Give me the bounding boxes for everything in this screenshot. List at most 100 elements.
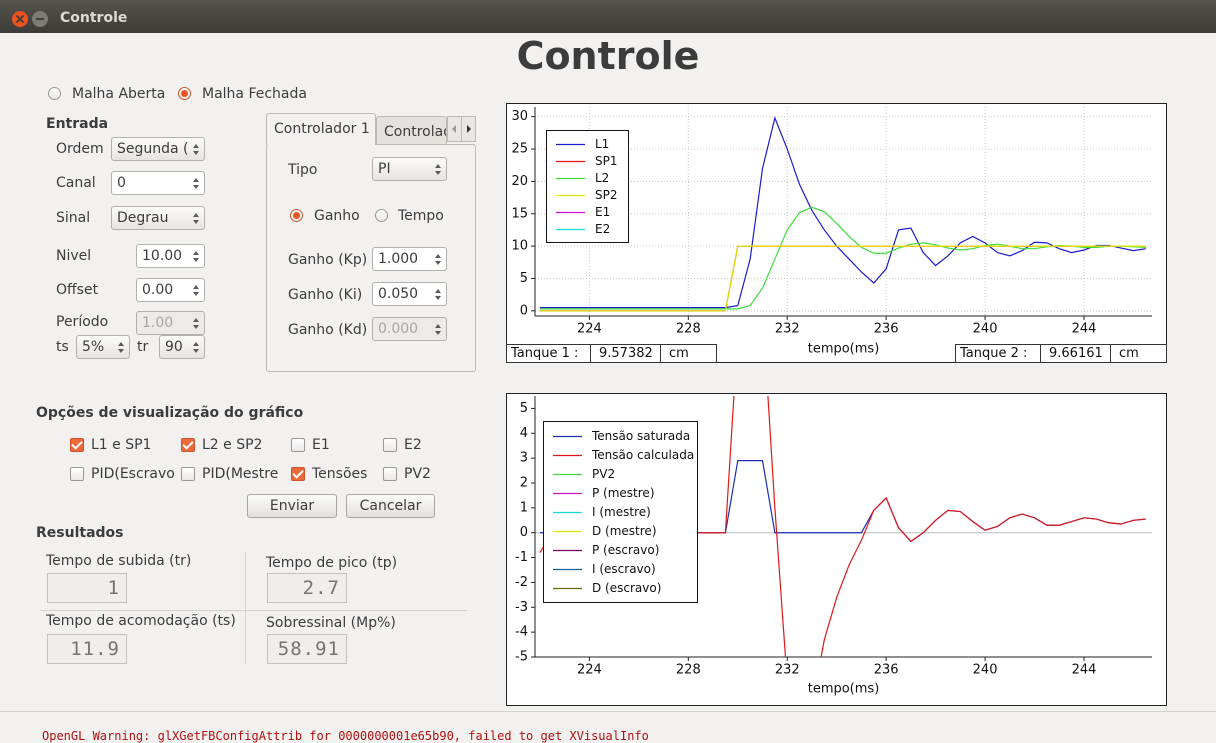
tab[interactable]: Controlad	[376, 116, 447, 144]
y-tick-label: 20	[511, 174, 528, 189]
combo-box[interactable]: Segunda (	[111, 137, 205, 161]
combo-box[interactable]: 5%	[76, 335, 130, 359]
radio-label[interactable]: Malha Aberta	[72, 86, 166, 102]
tab[interactable]: Controlador 1	[266, 113, 376, 145]
checkbox[interactable]	[181, 467, 195, 481]
checkbox-label[interactable]: E1	[312, 437, 330, 453]
radio-label[interactable]: Tempo	[398, 208, 444, 224]
field-label: ts	[56, 339, 69, 355]
y-tick-label: 2	[520, 476, 528, 491]
x-tick-label: 232	[775, 322, 800, 337]
y-tick-label: 10	[511, 239, 528, 254]
x-axis-label: tempo(ms)	[808, 682, 880, 697]
tank-value: 9.66161	[1040, 344, 1111, 363]
tank-unit: cm	[660, 344, 717, 363]
checkbox-label[interactable]: E2	[404, 437, 422, 453]
spin-box[interactable]: 0.00	[136, 278, 205, 302]
radio[interactable]	[290, 209, 303, 222]
spin-box[interactable]: 0	[111, 171, 205, 195]
result-label: Tempo de acomodação (ts)	[46, 613, 236, 629]
y-tick-label: 30	[511, 109, 528, 124]
legend-label: I (mestre)	[592, 505, 651, 519]
radio[interactable]	[48, 87, 61, 100]
radio[interactable]	[375, 209, 388, 222]
spin-box[interactable]: 1.000	[372, 247, 447, 271]
separator	[0, 711, 1216, 712]
checkbox[interactable]	[383, 467, 397, 481]
separator	[40, 610, 467, 611]
legend-label: P (mestre)	[592, 486, 655, 500]
title-bar	[0, 0, 1216, 33]
field-label: Nivel	[56, 248, 92, 264]
spin-box[interactable]: 0.050	[372, 282, 447, 306]
field-label: tr	[137, 339, 149, 355]
x-tick-label: 236	[874, 322, 899, 337]
checkbox-label[interactable]: PID(Mestre	[202, 466, 279, 482]
checkbox[interactable]	[291, 467, 305, 481]
legend-label: E2	[595, 222, 610, 236]
field-label: Ordem	[56, 141, 104, 157]
spin-value: 0.000	[378, 321, 419, 337]
result-label: Tempo de subida (tr)	[46, 553, 192, 569]
result-label: Tempo de pico (tp)	[266, 555, 398, 571]
tank-value: 9.57382	[590, 344, 661, 363]
lcd-display: 1	[47, 573, 127, 603]
window-title: Controle	[60, 10, 128, 26]
checkbox-label[interactable]: PV2	[404, 466, 431, 482]
y-tick-label: -1	[515, 550, 528, 565]
x-axis-label: tempo(ms)	[808, 342, 880, 357]
legend-label: SP1	[595, 154, 618, 168]
spin-box[interactable]: 0.000	[372, 317, 447, 341]
checkbox[interactable]	[70, 467, 84, 481]
legend-label: Tensão calculada	[591, 448, 694, 462]
lcd-display: 2.7	[267, 573, 347, 603]
checkbox[interactable]	[291, 438, 305, 452]
tab-scroll[interactable]	[447, 116, 477, 142]
checkbox[interactable]	[70, 438, 84, 452]
section-title: Entrada	[46, 116, 109, 132]
radio-label[interactable]: Malha Fechada	[202, 86, 307, 102]
x-tick-label: 240	[973, 663, 998, 678]
field-label: Período	[56, 314, 109, 330]
field-label: Canal	[56, 175, 96, 191]
combo-box[interactable]: Degrau	[111, 206, 205, 230]
lcd-display: 11.9	[47, 634, 127, 664]
x-tick-label: 224	[577, 322, 602, 337]
checkbox[interactable]	[383, 438, 397, 452]
y-tick-label: 25	[511, 142, 528, 157]
console-text: OpenGL Warning: glXGetFBConfigAttrib for…	[42, 729, 649, 743]
tank-label: Tanque 1 :	[506, 344, 591, 363]
legend-label: PV2	[592, 467, 615, 481]
legend-label: SP2	[595, 188, 618, 202]
combo-value: 5%	[82, 339, 105, 355]
legend-label: D (escravo)	[592, 581, 661, 595]
spin-value: 0.050	[378, 286, 419, 302]
radio-label[interactable]: Ganho	[314, 208, 360, 224]
y-tick-label: 4	[520, 426, 528, 441]
field-label: Ganho (Kd)	[288, 322, 368, 338]
checkbox-label[interactable]: Tensões	[312, 466, 368, 482]
combo-box[interactable]: PI	[372, 157, 447, 181]
level-chart: 0 5 10 15 20 25 30 224 228 232 236 240 244 tempo(ms) L…	[506, 103, 1167, 363]
y-tick-label: 5	[520, 401, 528, 416]
button[interactable]: Cancelar	[346, 494, 435, 518]
checkbox-label[interactable]: L2 e SP2	[202, 437, 263, 453]
series-line	[539, 245, 1146, 312]
radio[interactable]	[178, 87, 191, 100]
y-tick-label: -5	[515, 650, 528, 665]
tank-label: Tanque 2 :	[955, 344, 1041, 363]
spin-box[interactable]: 10.00	[136, 244, 205, 268]
checkbox[interactable]	[181, 438, 195, 452]
combo-value: 90	[165, 339, 183, 355]
window-controls[interactable]	[10, 9, 52, 29]
button[interactable]: Enviar	[247, 494, 337, 518]
checkbox-label[interactable]: PID(Escravo	[91, 466, 175, 482]
section-title: Resultados	[36, 525, 124, 541]
legend-label: L2	[595, 171, 609, 185]
x-tick-label: 240	[973, 322, 998, 337]
spin-box[interactable]: 1.00	[136, 311, 205, 335]
combo-box[interactable]: 90	[159, 335, 205, 359]
x-tick-label: 228	[676, 322, 701, 337]
checkbox-label[interactable]: L1 e SP1	[91, 437, 152, 453]
